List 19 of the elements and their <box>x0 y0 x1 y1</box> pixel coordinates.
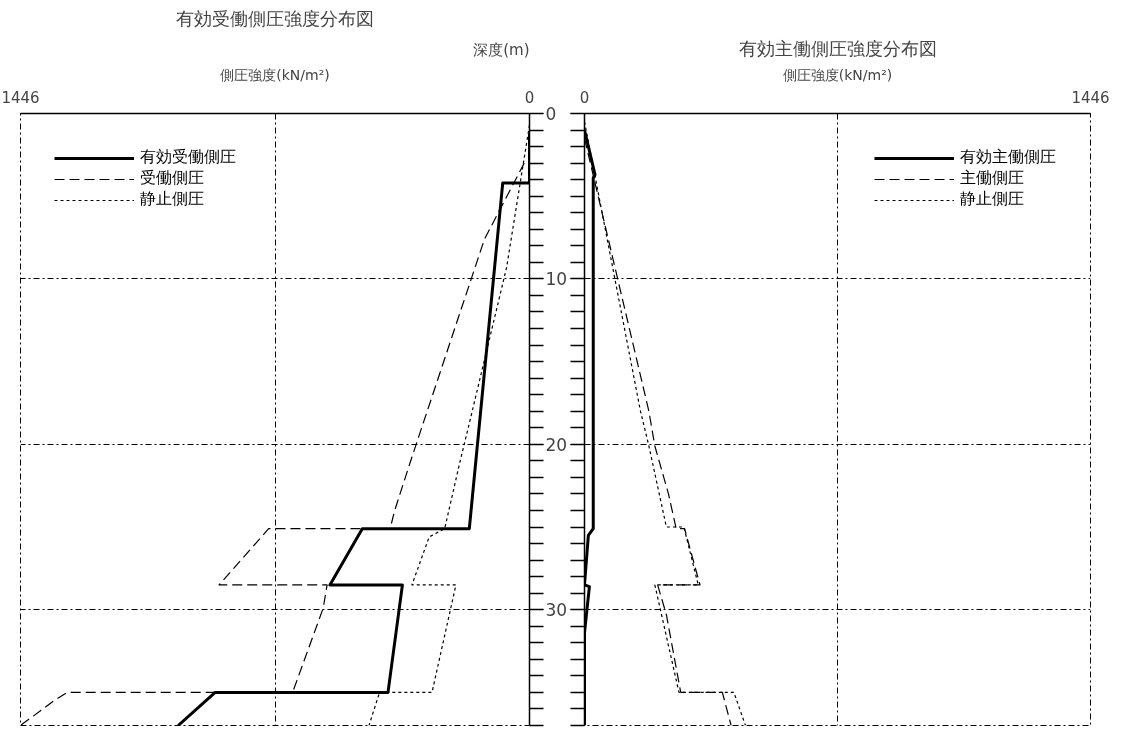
x-axis-title: 側圧強度(kN/m²) <box>220 66 330 83</box>
x-tick-label: 0 <box>524 88 535 107</box>
legend-label: 主働側圧 <box>960 168 1024 189</box>
legend-label: 静止側圧 <box>140 189 204 210</box>
y-tick-label: 20 <box>545 434 568 455</box>
legend-label: 有効主働側圧 <box>960 147 1056 168</box>
y-tick-label: 10 <box>545 269 568 290</box>
x-tick-label: 0 <box>579 88 590 107</box>
x-tick-label: 1446 <box>1071 88 1110 107</box>
chart-title: 有効主働側圧強度分布図 <box>738 37 937 59</box>
x-axis-title: 側圧強度(kN/m²) <box>782 66 893 83</box>
chart-title: 有効受働側圧強度分布図 <box>176 7 374 29</box>
x-tick-label: 1446 <box>1 88 40 107</box>
legend-label: 受働側圧 <box>140 168 204 189</box>
legend-label: 有効受働側圧 <box>140 147 236 168</box>
y-axis-title: 深度(m) <box>473 40 530 59</box>
y-tick-label: 30 <box>545 600 568 621</box>
legend-label: 静止側圧 <box>960 189 1024 210</box>
y-tick-label: 0 <box>545 104 557 124</box>
